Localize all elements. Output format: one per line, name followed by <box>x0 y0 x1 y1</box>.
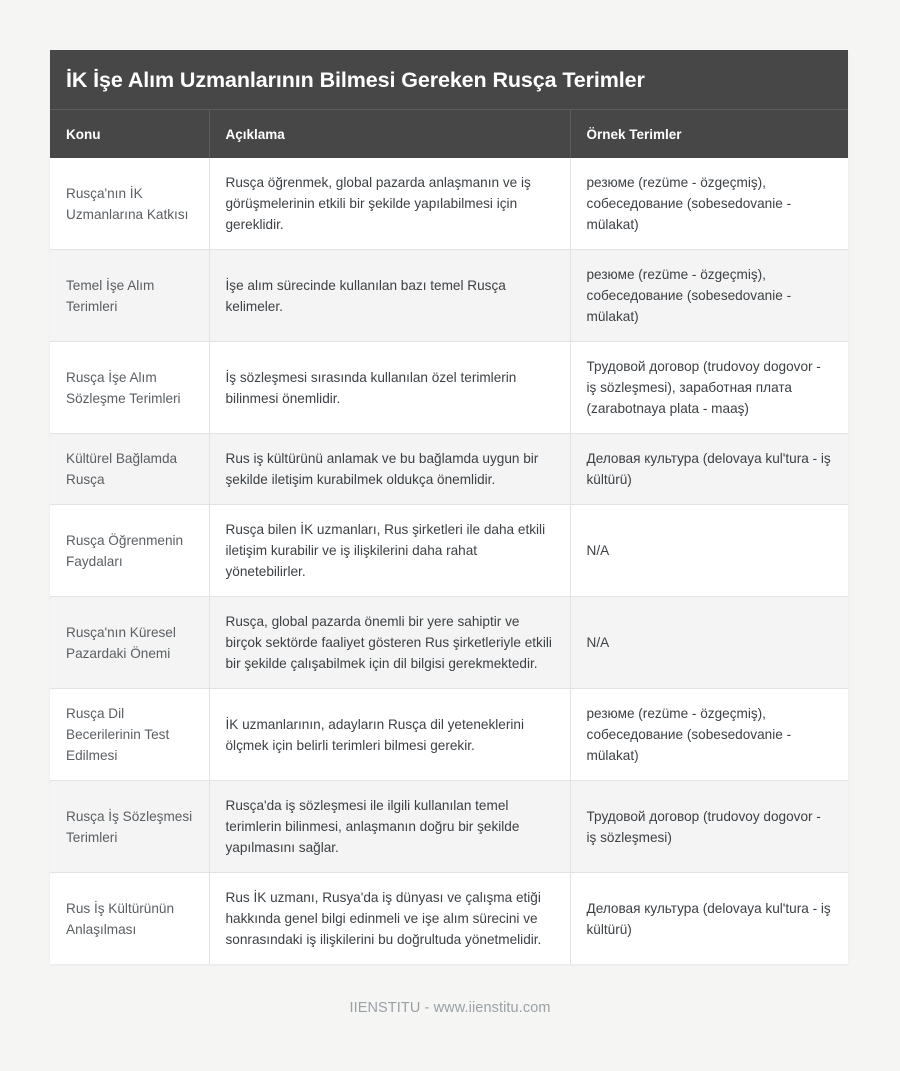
table-row: Rusça Öğrenmenin Faydaları Rusça bilen İK… <box>50 504 848 597</box>
table-row: Rusça'nın Küresel Pazardaki Önemi Rusça, … <box>50 596 848 689</box>
terms-table-card: İK İşe Alım Uzmanlarının Bilmesi Gereken… <box>50 50 848 964</box>
cell-example-terms: резюме (rezüme - özgeçmiş), собеседовани… <box>570 158 848 250</box>
table-row: Kültürel Bağlamda Rusça Rus iş kültürünü … <box>50 433 848 505</box>
cell-topic: Rusça'nın Küresel Pazardaki Önemi <box>50 596 210 689</box>
footer-branding: IIENSTITU - www.iienstitu.com <box>349 1000 551 1016</box>
column-header-aciklama: Açıklama <box>209 110 571 158</box>
table-row: Rusça İşe Alım Sözleşme Terimleri İş sözl… <box>50 341 848 434</box>
cell-description: Rusça'da iş sözleşmesi ile ilgili kullan… <box>209 780 571 873</box>
cell-topic: Rus İş Kültürünün Anlaşılması <box>50 872 210 964</box>
table-row: Rusça Dil Becerilerinin Test Edilmesi İK … <box>50 688 848 781</box>
cell-topic: Rusça'nın İK Uzmanlarına Katkısı <box>50 158 210 250</box>
cell-topic: Rusça İşe Alım Sözleşme Terimleri <box>50 341 210 434</box>
cell-description: İş sözleşmesi sırasında kullanılan özel … <box>209 341 571 434</box>
cell-description: Rus İK uzmanı, Rusya'da iş dünyası ve ça… <box>209 872 571 964</box>
page-title: İK İşe Alım Uzmanlarının Bilmesi Gereken… <box>50 50 848 110</box>
cell-example-terms: резюме (rezüme - özgeçmiş), собеседовани… <box>570 688 848 781</box>
cell-description: İşe alım sürecinde kullanılan bazı temel… <box>209 249 571 342</box>
table-row: Rus İş Kültürünün Anlaşılması Rus İK uzma… <box>50 872 848 964</box>
cell-description: Rusça bilen İK uzmanları, Rus şirketleri… <box>209 504 571 597</box>
cell-example-terms: Деловая культура (delovaya kul'tura - iş… <box>570 872 848 964</box>
cell-description: Rusça öğrenmek, global pazarda anlaşmanı… <box>209 158 571 250</box>
cell-topic: Rusça Öğrenmenin Faydaları <box>50 504 210 597</box>
column-header-konu: Konu <box>50 110 210 158</box>
cell-example-terms: N/A <box>570 596 848 689</box>
cell-topic: Rusça Dil Becerilerinin Test Edilmesi <box>50 688 210 781</box>
cell-example-terms: резюме (rezüme - özgeçmiş), собеседовани… <box>570 249 848 342</box>
cell-description: Rus iş kültürünü anlamak ve bu bağlamda … <box>209 433 571 505</box>
terms-table: Konu Açıklama Örnek Terimler Rusça'nın İ… <box>50 110 848 964</box>
cell-example-terms: Деловая культура (delovaya kul'tura - iş… <box>570 433 848 505</box>
cell-topic: Kültürel Bağlamda Rusça <box>50 433 210 505</box>
column-header-ornek-terimler: Örnek Terimler <box>570 110 848 158</box>
cell-topic: Rusça İş Sözleşmesi Terimleri <box>50 780 210 873</box>
cell-example-terms: N/A <box>570 504 848 597</box>
table-row: Rusça'nın İK Uzmanlarına Katkısı Rusça öğ… <box>50 158 848 250</box>
cell-description: Rusça, global pazarda önemli bir yere sa… <box>209 596 571 689</box>
table-row: Temel İşe Alım Terimleri İşe alım sürecin… <box>50 249 848 342</box>
cell-topic: Temel İşe Alım Terimleri <box>50 249 210 342</box>
cell-example-terms: Трудовой договор (trudovoy dogovor - iş … <box>570 341 848 434</box>
cell-description: İK uzmanlarının, adayların Rusça dil yet… <box>209 688 571 781</box>
table-header-row: Konu Açıklama Örnek Terimler <box>50 110 848 158</box>
table-body: Rusça'nın İK Uzmanlarına Katkısı Rusça öğ… <box>50 158 848 964</box>
cell-example-terms: Трудовой договор (trudovoy dogovor - iş … <box>570 780 848 873</box>
table-row: Rusça İş Sözleşmesi Terimleri Rusça'da iş… <box>50 780 848 873</box>
table-header: Konu Açıklama Örnek Terimler <box>50 110 848 158</box>
